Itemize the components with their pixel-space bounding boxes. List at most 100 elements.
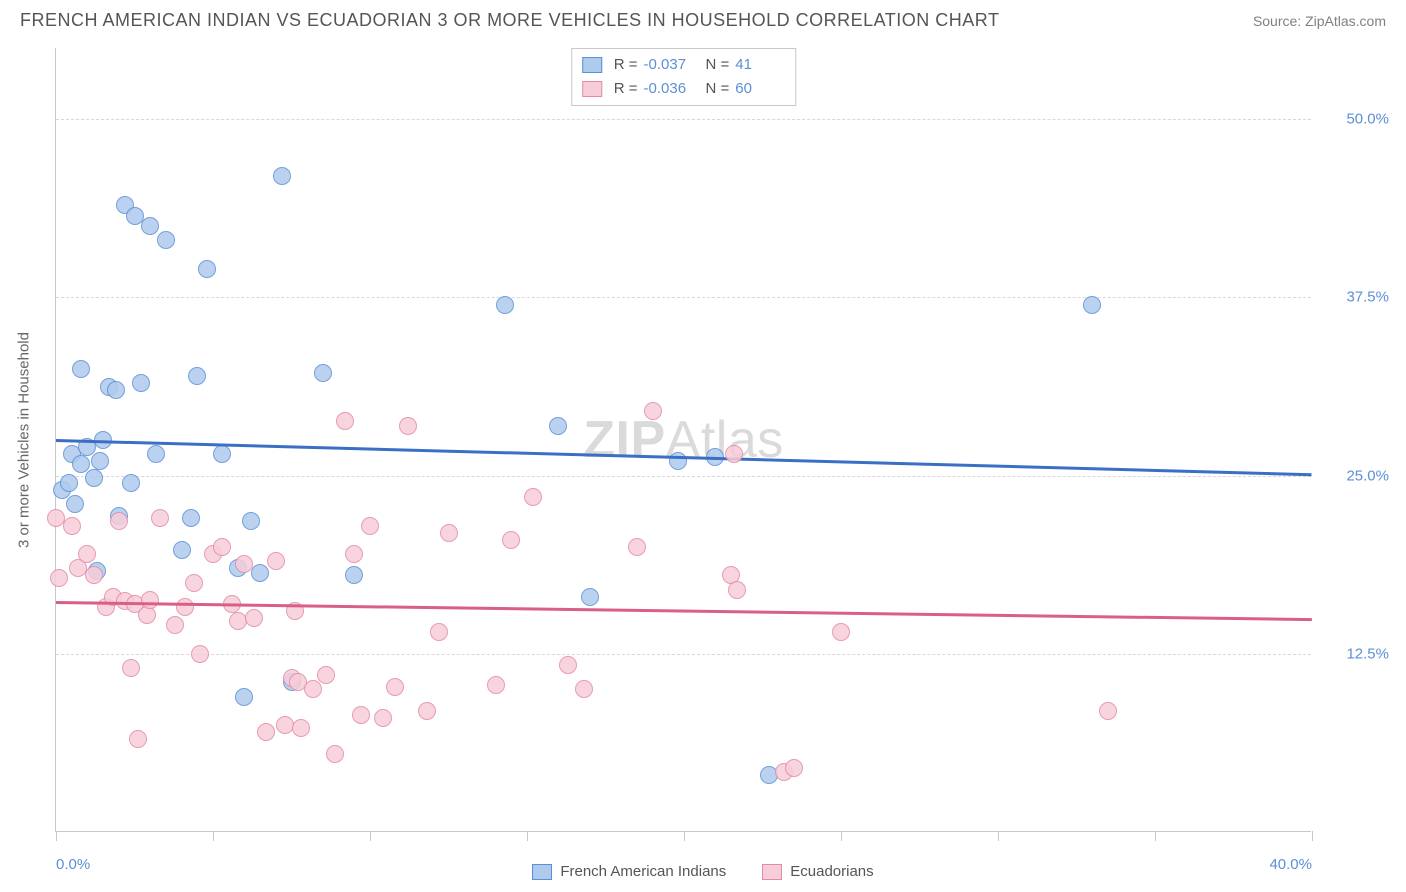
stat-n-value: 41 bbox=[735, 53, 785, 77]
data-point bbox=[326, 745, 344, 763]
stat-r-label: R = bbox=[614, 77, 638, 101]
x-tick bbox=[998, 831, 999, 841]
data-point bbox=[213, 538, 231, 556]
grid-line bbox=[56, 119, 1311, 120]
data-point bbox=[496, 296, 514, 314]
x-tick bbox=[527, 831, 528, 841]
x-tick bbox=[1155, 831, 1156, 841]
data-point bbox=[785, 759, 803, 777]
data-point bbox=[198, 260, 216, 278]
data-point bbox=[182, 509, 200, 527]
y-tick-label: 50.0% bbox=[1319, 111, 1389, 128]
data-point bbox=[129, 730, 147, 748]
data-point bbox=[575, 680, 593, 698]
legend-series-item: Ecuadorians bbox=[762, 863, 873, 880]
data-point bbox=[122, 474, 140, 492]
source-label: Source: ZipAtlas.com bbox=[1253, 13, 1386, 29]
data-point bbox=[235, 688, 253, 706]
stat-r-value: -0.037 bbox=[644, 53, 694, 77]
data-point bbox=[292, 719, 310, 737]
data-point bbox=[273, 167, 291, 185]
data-point bbox=[728, 581, 746, 599]
grid-line bbox=[56, 654, 1311, 655]
data-point bbox=[628, 538, 646, 556]
grid-line bbox=[56, 476, 1311, 477]
data-point bbox=[832, 623, 850, 641]
data-point bbox=[317, 666, 335, 684]
data-point bbox=[1083, 296, 1101, 314]
x-tick bbox=[56, 831, 57, 841]
data-point bbox=[361, 517, 379, 535]
scatter-chart: 3 or more Vehicles in Household ZIPAtlas… bbox=[55, 48, 1311, 832]
data-point bbox=[173, 541, 191, 559]
data-point bbox=[50, 569, 68, 587]
data-point bbox=[185, 574, 203, 592]
x-tick bbox=[684, 831, 685, 841]
data-point bbox=[345, 566, 363, 584]
trend-line bbox=[56, 439, 1312, 476]
x-tick bbox=[841, 831, 842, 841]
y-tick-label: 12.5% bbox=[1319, 645, 1389, 662]
data-point bbox=[63, 517, 81, 535]
data-point bbox=[157, 231, 175, 249]
legend-swatch bbox=[582, 57, 602, 73]
legend-series-label: French American Indians bbox=[560, 863, 726, 880]
data-point bbox=[502, 531, 520, 549]
data-point bbox=[191, 645, 209, 663]
data-point bbox=[345, 545, 363, 563]
data-point bbox=[78, 545, 96, 563]
legend-stat-row: R = -0.036 N = 60 bbox=[582, 77, 786, 101]
data-point bbox=[91, 452, 109, 470]
grid-line bbox=[56, 297, 1311, 298]
stat-r-label: R = bbox=[614, 53, 638, 77]
data-point bbox=[559, 656, 577, 674]
y-tick-label: 37.5% bbox=[1319, 289, 1389, 306]
data-point bbox=[644, 402, 662, 420]
data-point bbox=[245, 609, 263, 627]
data-point bbox=[151, 509, 169, 527]
chart-title: FRENCH AMERICAN INDIAN VS ECUADORIAN 3 O… bbox=[20, 10, 999, 31]
data-point bbox=[242, 512, 260, 530]
data-point bbox=[107, 381, 125, 399]
data-point bbox=[386, 678, 404, 696]
legend-swatch bbox=[532, 864, 552, 880]
data-point bbox=[110, 512, 128, 530]
data-point bbox=[141, 591, 159, 609]
data-point bbox=[176, 598, 194, 616]
data-point bbox=[257, 723, 275, 741]
data-point bbox=[430, 623, 448, 641]
data-point bbox=[440, 524, 458, 542]
x-tick bbox=[213, 831, 214, 841]
data-point bbox=[581, 588, 599, 606]
data-point bbox=[251, 564, 269, 582]
stat-n-value: 60 bbox=[735, 77, 785, 101]
legend-swatch bbox=[582, 81, 602, 97]
data-point bbox=[132, 374, 150, 392]
legend-series-item: French American Indians bbox=[532, 863, 726, 880]
stat-r-value: -0.036 bbox=[644, 77, 694, 101]
chart-header: FRENCH AMERICAN INDIAN VS ECUADORIAN 3 O… bbox=[0, 0, 1406, 37]
data-point bbox=[60, 474, 78, 492]
series-legend: French American Indians Ecuadorians bbox=[0, 863, 1406, 880]
stat-n-label: N = bbox=[706, 77, 730, 101]
data-point bbox=[66, 495, 84, 513]
data-point bbox=[138, 606, 156, 624]
data-point bbox=[166, 616, 184, 634]
data-point bbox=[141, 217, 159, 235]
data-point bbox=[549, 417, 567, 435]
data-point bbox=[1099, 702, 1117, 720]
data-point bbox=[418, 702, 436, 720]
data-point bbox=[72, 360, 90, 378]
data-point bbox=[188, 367, 206, 385]
data-point bbox=[524, 488, 542, 506]
data-point bbox=[314, 364, 332, 382]
x-tick bbox=[370, 831, 371, 841]
x-tick bbox=[1312, 831, 1313, 841]
data-point bbox=[147, 445, 165, 463]
data-point bbox=[725, 445, 743, 463]
data-point bbox=[374, 709, 392, 727]
data-point bbox=[352, 706, 370, 724]
data-point bbox=[235, 555, 253, 573]
data-point bbox=[487, 676, 505, 694]
legend-series-label: Ecuadorians bbox=[790, 863, 873, 880]
